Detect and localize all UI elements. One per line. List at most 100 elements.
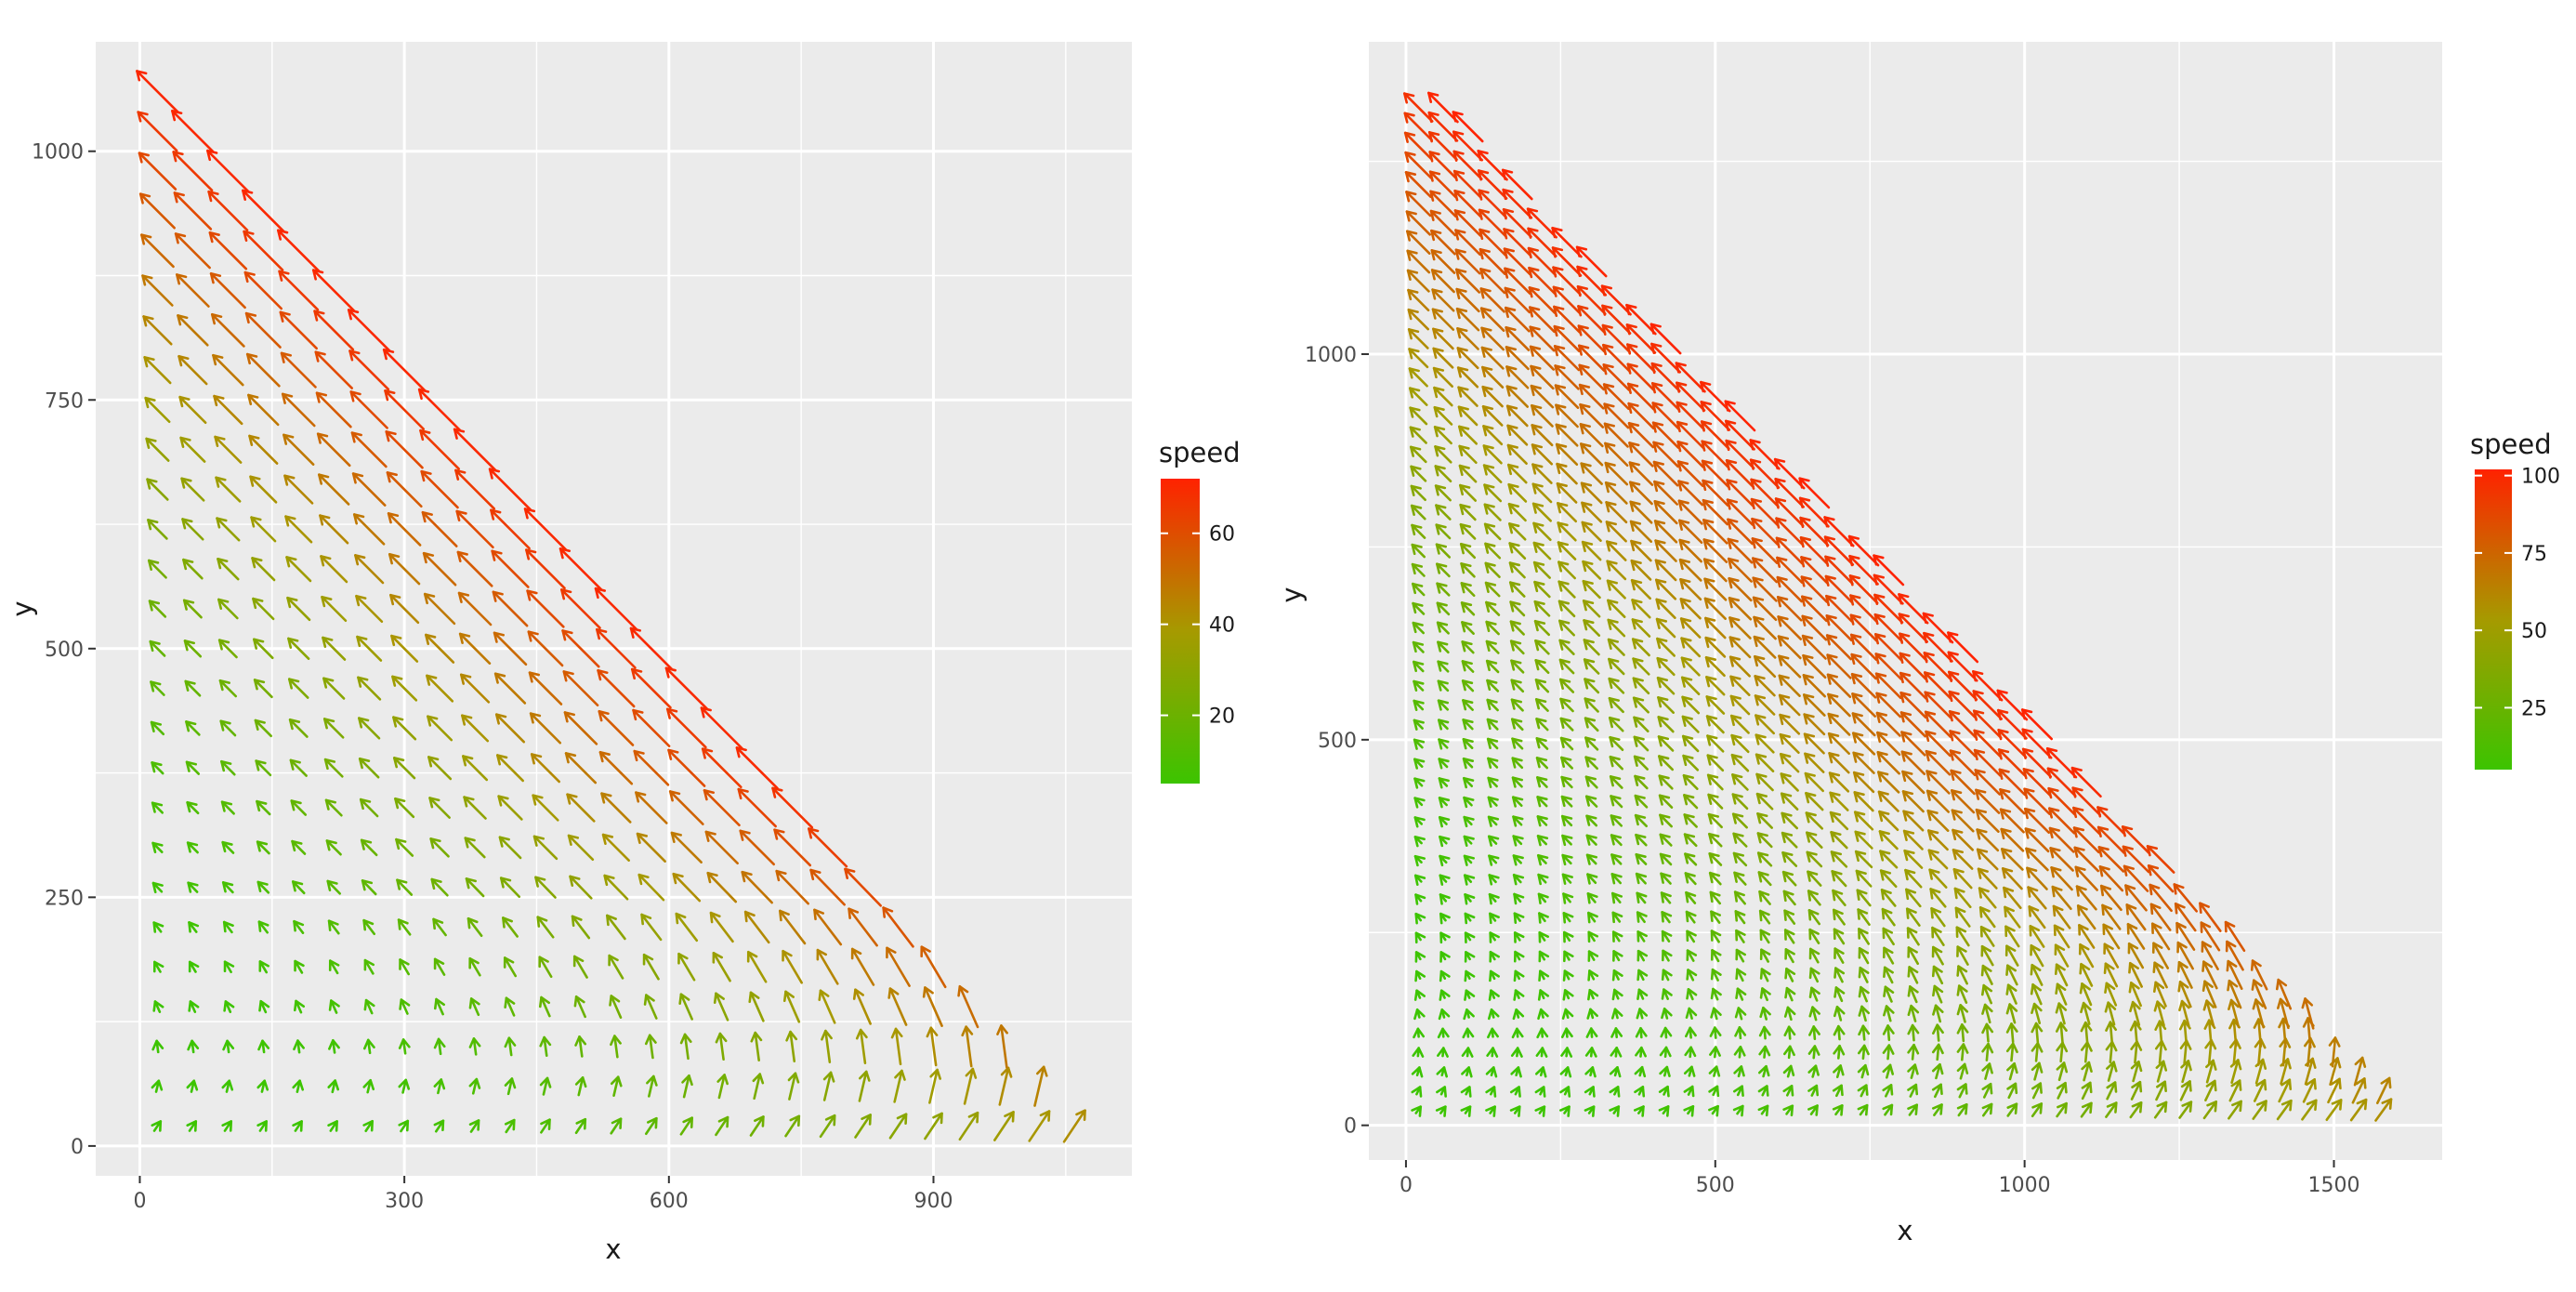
vector-arrow [222,920,234,934]
vector-arrow [1611,969,1623,982]
vector-arrow [1858,966,1870,983]
vector-arrow [143,356,172,385]
vector-arrow [1777,615,1803,640]
vector-arrow [283,474,314,505]
vector-arrow [1710,910,1721,924]
vector-arrow [1849,633,1878,661]
vector-arrow [1438,1008,1451,1021]
vector-arrow [1635,1046,1647,1058]
vector-arrow [456,550,493,587]
vector-arrow [1651,421,1680,449]
vector-arrow [1733,871,1747,886]
vector-arrow [1488,874,1500,886]
vector-arrow [1686,988,1698,1001]
vector-arrow [1481,365,1505,389]
vector-arrow [294,959,305,974]
vector-arrow [322,718,345,739]
vector-arrow [1660,1026,1673,1039]
vector-arrow [324,798,343,817]
vector-arrow [1413,699,1425,711]
vector-arrow [257,1039,270,1054]
vector-arrow [1808,947,1820,964]
vector-arrow [392,757,416,780]
vector-arrow [1605,521,1627,543]
vector-arrow [184,679,202,697]
vector-arrow [1581,501,1603,523]
vector-arrow [1509,620,1525,636]
vector-arrow [1677,480,1704,507]
vector-arrow [459,673,491,704]
legend-ticks-right: 25 50 75 100 [2475,466,2560,720]
vector-arrow [1611,911,1623,924]
vector-arrow [1505,365,1530,389]
vector-arrow [1508,522,1527,541]
vector-arrow [1759,948,1771,963]
vector-arrow [1584,678,1600,694]
vector-arrow [2078,924,2096,949]
vector-arrow [1733,890,1746,905]
vector-arrow [249,475,278,504]
vector-arrow [886,946,911,987]
vector-arrow [2081,1081,2093,1101]
vector-arrow [362,1038,375,1055]
vector-arrow [255,759,272,777]
vector-arrow [1752,576,1778,602]
vector-arrow [598,750,634,785]
vector-arrow [1678,538,1702,563]
vector-arrow [1807,1064,1820,1078]
vector-arrow [1755,792,1774,811]
x-tick-label: 0 [1400,1174,1413,1197]
vector-arrow [858,1070,871,1102]
vector-arrow [1487,796,1499,808]
vector-arrow [1728,597,1753,621]
vector-arrow [1956,965,1968,985]
vector-arrow [468,1037,481,1056]
vector-arrow [924,1112,943,1140]
vector-arrow [151,1079,164,1093]
vector-arrow [1655,617,1676,639]
vector-arrow [1411,523,1426,539]
vector-arrow [1405,210,1431,236]
y-axis-title-right: y [1276,587,1308,602]
vector-arrow [2056,1101,2068,1118]
vector-arrow [1506,443,1528,465]
vector-arrow [1411,1066,1424,1078]
vector-arrow [1532,560,1551,579]
vector-arrow [1756,812,1773,829]
vector-arrow [2251,979,2267,1009]
vector-arrow [598,710,635,746]
vector-arrow [1727,518,1754,546]
vector-arrow [2201,960,2218,990]
vector-arrow [785,1030,798,1062]
vector-arrow [809,868,846,906]
vector-arrow [1630,539,1652,562]
vector-arrow [419,428,461,470]
vector-arrow [1562,930,1574,943]
vector-arrow [1733,1046,1746,1059]
vector-arrow [813,908,843,946]
vector-arrow [314,350,353,389]
vector-arrow [1412,601,1426,615]
vector-arrow [1433,405,1453,426]
vector-arrow [428,797,451,819]
vector-arrow [291,880,306,895]
vector-arrow [281,392,316,428]
vector-arrow [633,749,670,786]
vector-arrow [252,597,275,621]
vector-arrow [187,881,199,893]
vector-arrow [1735,987,1747,1001]
vector-arrow [212,353,244,387]
vector-arrow [1585,1027,1598,1038]
vector-arrow [1858,1005,1871,1022]
vector-arrow [243,230,284,271]
vector-arrow [1457,425,1479,445]
vector-arrow [1628,481,1653,506]
vector-arrow [1932,1023,1944,1042]
vector-arrow [1463,835,1475,848]
vector-arrow [1610,1008,1623,1020]
vector-arrow [1579,402,1605,428]
vector-arrow [288,718,309,738]
vector-arrow [1949,749,1977,777]
vector-arrow [1709,1046,1721,1059]
vector-arrow [1807,870,1822,887]
